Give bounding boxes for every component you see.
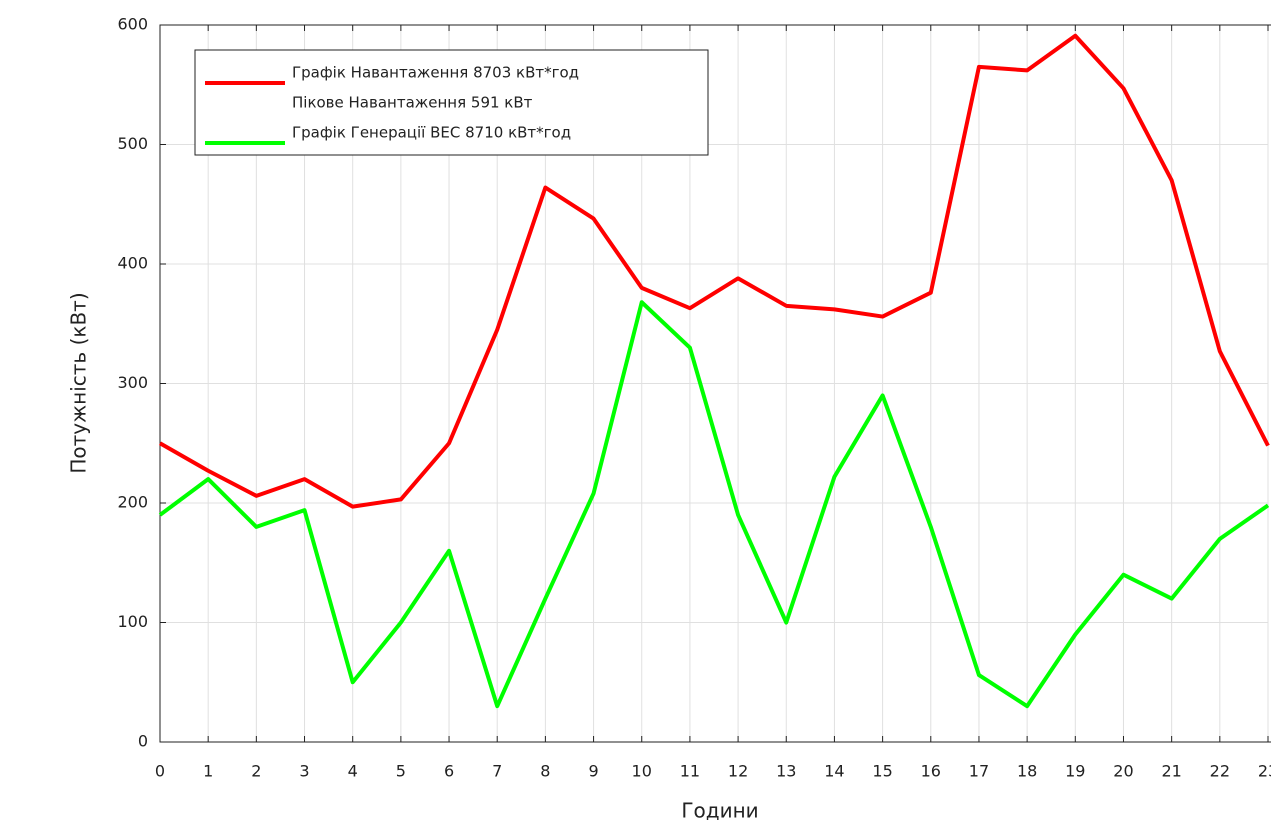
series-line xyxy=(158,300,1270,709)
y-tick-label: 600 xyxy=(117,15,148,34)
legend-label: Графік Генерації ВЕС 8710 кВт*год xyxy=(292,124,571,142)
x-tick-label: 4 xyxy=(348,762,358,781)
y-tick-label: 100 xyxy=(117,612,148,631)
y-tick-label: 0 xyxy=(138,732,148,751)
x-tick-label: 13 xyxy=(776,762,796,781)
series-line xyxy=(159,33,1270,509)
y-tick-label: 400 xyxy=(117,254,148,273)
x-tick-label: 5 xyxy=(396,762,406,781)
plot-frame xyxy=(159,24,1271,743)
x-tick-label: 12 xyxy=(728,762,748,781)
x-tick-label: 7 xyxy=(492,762,502,781)
x-tick-label: 6 xyxy=(444,762,454,781)
x-tick-label: 20 xyxy=(1113,762,1133,781)
x-tick-label: 0 xyxy=(155,762,165,781)
x-tick-label: 21 xyxy=(1161,762,1181,781)
x-tick-label: 8 xyxy=(540,762,550,781)
x-tick-label: 18 xyxy=(1017,762,1037,781)
y-axis-label: Потужність (кВт) xyxy=(67,292,91,473)
x-tick-label: 9 xyxy=(588,762,598,781)
x-tick-label: 19 xyxy=(1065,762,1085,781)
legend-label: Графік Навантаження 8703 кВт*год xyxy=(292,64,579,82)
y-tick-label: 500 xyxy=(117,134,148,153)
x-tick-label: 1 xyxy=(203,762,213,781)
x-tick-label: 17 xyxy=(969,762,989,781)
x-tick-label: 11 xyxy=(680,762,700,781)
x-tick-label: 14 xyxy=(824,762,844,781)
x-tick-label: 23 xyxy=(1258,762,1271,781)
y-tick-label: 300 xyxy=(117,373,148,392)
y-tick-label: 200 xyxy=(117,493,148,512)
legend-box xyxy=(194,49,709,156)
x-tick-label: 2 xyxy=(251,762,261,781)
x-tick-label: 15 xyxy=(872,762,892,781)
x-tick-label: 10 xyxy=(632,762,652,781)
legend: Графік Навантаження 8703 кВт*год Пікове Н… xyxy=(194,49,709,156)
x-tick-label: 16 xyxy=(921,762,941,781)
legend-label: Пікове Навантаження 591 кВт xyxy=(292,94,533,112)
x-tick-label: 3 xyxy=(299,762,309,781)
x-axis-label: Години xyxy=(681,799,758,820)
x-tick-label: 22 xyxy=(1210,762,1230,781)
